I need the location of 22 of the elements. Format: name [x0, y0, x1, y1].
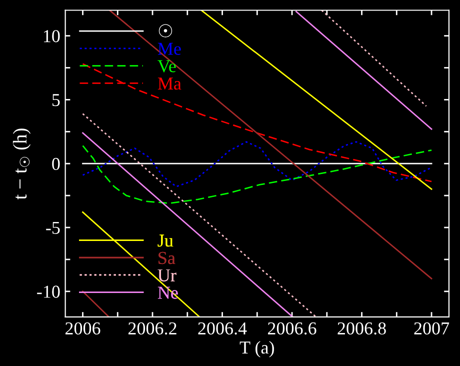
- x-axis-title: T (a): [240, 340, 274, 358]
- legend-label: Ma: [158, 78, 182, 90]
- x-tick-label: 2006.2: [128, 322, 176, 335]
- x-tick-label: 2006.4: [198, 322, 247, 335]
- legend-label: Me: [158, 42, 181, 55]
- legend-label: Sa: [158, 252, 176, 264]
- legend-label: Ju: [158, 234, 174, 247]
- y-tick-label: 10: [44, 30, 60, 42]
- legend-label: ☉: [158, 24, 172, 38]
- y-tick-label: 0: [52, 158, 60, 170]
- y-tick-label: 5: [52, 94, 60, 106]
- x-tick-label: 2006: [65, 322, 100, 335]
- x-tick-label: 2007: [414, 322, 450, 335]
- y-axis-title: t − t$_{☉}$ (h): [12, 128, 31, 200]
- y-tick-label: -10: [37, 286, 60, 298]
- x-tick-label: 2006.8: [338, 322, 386, 335]
- legend-label: Ve: [158, 60, 176, 72]
- y-tick-label: -5: [46, 222, 60, 234]
- line-series: [82, 145, 432, 204]
- x-tick-label: 2006.6: [268, 322, 316, 335]
- line-series: [82, 141, 432, 188]
- legend-label: Ur: [158, 269, 176, 282]
